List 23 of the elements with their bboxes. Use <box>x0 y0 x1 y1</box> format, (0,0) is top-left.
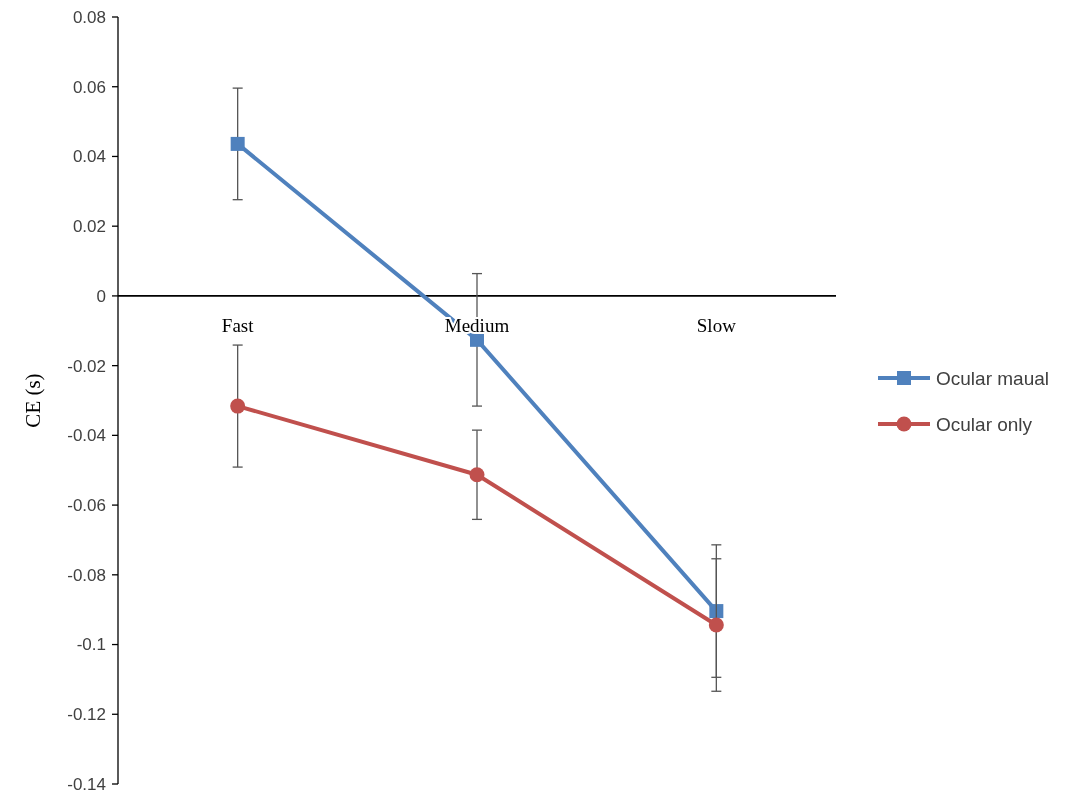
point <box>469 467 485 483</box>
y-tick-label: -0.04 <box>67 426 106 446</box>
y-tick-label: -0.08 <box>67 565 106 585</box>
y-tick-label: 0 <box>96 286 106 306</box>
legend-label: Ocular maual <box>936 367 1049 389</box>
y-tick-label: -0.12 <box>67 705 106 725</box>
y-tick-label: 0.06 <box>72 77 106 97</box>
y-tick-label: -0.1 <box>76 635 106 655</box>
y-axis-title: CE (s) <box>21 373 45 428</box>
y-tick-label: 0.08 <box>72 7 106 27</box>
point <box>230 398 246 414</box>
x-tick-label: Fast <box>221 314 255 336</box>
y-tick-label: -0.02 <box>67 356 106 376</box>
y-tick-label: 0.02 <box>72 217 106 237</box>
point <box>709 604 724 619</box>
y-tick-label: -0.14 <box>67 774 106 794</box>
x-tick-label: Slow <box>696 314 737 336</box>
point <box>470 332 484 347</box>
point <box>230 136 245 151</box>
y-tick-label: -0.06 <box>67 496 106 516</box>
point <box>708 617 724 633</box>
y-tick-label: 0.04 <box>72 147 106 167</box>
legend-label: Ocular only <box>936 413 1033 435</box>
